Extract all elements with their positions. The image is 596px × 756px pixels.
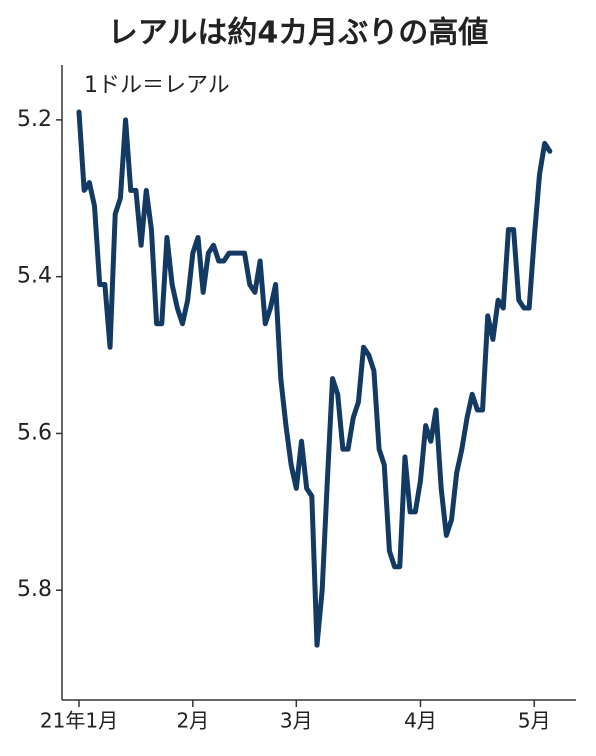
y-tick-label: 5.8: [17, 577, 52, 602]
y-tick-label: 5.4: [17, 264, 52, 289]
y-tick-label: 5.6: [17, 420, 52, 445]
line-series: [76, 109, 553, 648]
x-tick-label: 4月: [404, 709, 437, 733]
chart-title: レアルは約4カ月ぶりの高値: [108, 16, 489, 51]
x-tick-label: 2月: [176, 709, 209, 733]
x-tick-label: 21年1月: [40, 709, 118, 733]
chart-subtitle: 1ドル＝レアル: [84, 73, 230, 98]
x-tick-label: 5月: [518, 709, 551, 733]
y-tick-label: 5.2: [17, 107, 52, 132]
x-tick-label: 3月: [280, 709, 313, 733]
